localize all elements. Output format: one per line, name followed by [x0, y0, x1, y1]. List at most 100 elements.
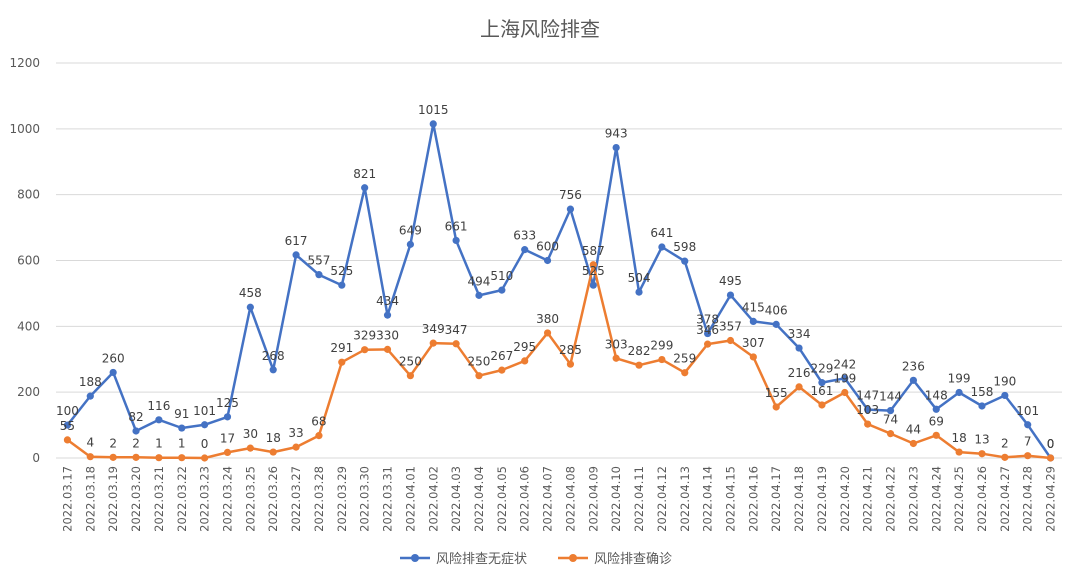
data-label: 236: [902, 359, 925, 373]
data-label: 267: [490, 349, 513, 363]
data-label: 17: [220, 431, 235, 445]
data-point: [475, 291, 483, 299]
data-label: 641: [650, 226, 673, 240]
chart-title: 上海风险排查: [480, 17, 600, 41]
x-tick-label: 2022.04.29: [1044, 466, 1058, 532]
data-label: 260: [102, 351, 125, 365]
x-tick-label: 2022.04.12: [655, 466, 669, 532]
legend-label-series-1: 风险排查无症状: [436, 552, 527, 567]
data-point: [681, 369, 689, 377]
data-point: [1024, 421, 1032, 429]
data-point: [406, 240, 414, 248]
data-point: [612, 143, 620, 152]
data-label: 349: [422, 322, 445, 336]
data-point: [63, 436, 72, 444]
data-label: 68: [311, 415, 326, 429]
data-point: [543, 256, 552, 265]
data-label: 617: [285, 234, 308, 248]
data-label: 147: [856, 389, 879, 403]
data-label: 633: [513, 229, 536, 243]
data-point: [864, 406, 872, 414]
x-tick-label: 2022.04.19: [815, 466, 829, 532]
data-label: 116: [147, 399, 170, 413]
data-label: 216: [788, 366, 811, 380]
x-tick-label: 2022.04.03: [449, 466, 463, 532]
data-label: 190: [993, 374, 1016, 388]
data-point: [658, 243, 666, 251]
data-point: [132, 427, 140, 435]
data-point: [521, 246, 529, 254]
x-tick-label: 2022.04.14: [701, 466, 715, 532]
data-label: 30: [243, 427, 258, 441]
data-label: 557: [307, 254, 330, 268]
legend-marker-series-1: [411, 554, 419, 562]
y-tick-label: 1000: [9, 122, 40, 136]
data-point: [864, 420, 872, 428]
data-point: [246, 303, 254, 311]
data-point: [978, 450, 986, 458]
legend-marker-series-2: [569, 554, 577, 562]
x-tick-label: 2022.04.17: [769, 466, 783, 532]
data-label: 299: [650, 339, 673, 353]
data-point: [383, 311, 392, 319]
x-tick-label: 2022.04.15: [723, 466, 737, 532]
data-point: [475, 372, 483, 380]
data-point: [201, 421, 209, 429]
data-point: [223, 413, 232, 421]
data-label: 495: [719, 274, 742, 288]
data-label: 0: [201, 437, 209, 451]
data-point: [246, 444, 254, 452]
data-point: [315, 271, 323, 279]
data-label: 285: [559, 343, 582, 357]
data-point: [704, 329, 712, 338]
data-label: 525: [330, 264, 353, 278]
y-tick-label: 200: [17, 385, 40, 399]
data-point: [543, 329, 552, 337]
data-point: [452, 340, 460, 348]
data-label: 250: [399, 355, 422, 369]
y-tick-label: 0: [32, 451, 40, 465]
data-point: [566, 360, 575, 368]
data-point: [749, 317, 757, 325]
data-label: 303: [605, 337, 628, 351]
legend: 风险排查无症状 风险排查确诊: [400, 552, 672, 567]
data-label: 82: [128, 410, 143, 424]
x-tick-label: 2022.03.17: [60, 466, 74, 532]
x-tick-label: 2022.04.06: [518, 466, 532, 532]
data-label: 415: [742, 300, 765, 314]
data-point: [1001, 391, 1009, 400]
data-point: [635, 361, 643, 369]
data-point: [63, 421, 72, 429]
x-tick-label: 2022.04.21: [861, 466, 875, 532]
data-label: 199: [833, 371, 856, 385]
data-point: [155, 454, 163, 462]
y-axis-ticks: 0 200 400 600 800 1000 1200: [9, 56, 40, 465]
data-point: [909, 439, 917, 448]
data-label: 4: [86, 436, 94, 450]
data-point: [955, 388, 963, 397]
data-label: 44: [906, 423, 921, 437]
data-label: 347: [445, 323, 468, 337]
data-point: [406, 372, 414, 380]
data-point: [566, 205, 575, 213]
x-tick-label: 2022.03.29: [335, 466, 349, 532]
data-point: [818, 379, 826, 387]
data-point: [795, 383, 803, 391]
data-point: [498, 286, 506, 294]
data-label: 346: [696, 323, 719, 337]
data-point: [223, 448, 232, 457]
x-tick-label: 2022.04.05: [495, 466, 509, 532]
data-point: [361, 184, 369, 192]
x-tick-label: 2022.03.19: [106, 466, 120, 532]
series-lines: [63, 120, 1055, 462]
x-tick-label: 2022.04.10: [609, 466, 623, 532]
data-point: [772, 403, 780, 411]
data-label: 33: [288, 426, 303, 440]
y-tick-label: 1200: [9, 56, 40, 70]
data-point: [749, 353, 757, 361]
x-tick-label: 2022.03.24: [220, 466, 234, 532]
x-tick-label: 2022.03.18: [83, 466, 97, 532]
data-point: [841, 374, 849, 382]
data-label: 55: [60, 419, 75, 433]
